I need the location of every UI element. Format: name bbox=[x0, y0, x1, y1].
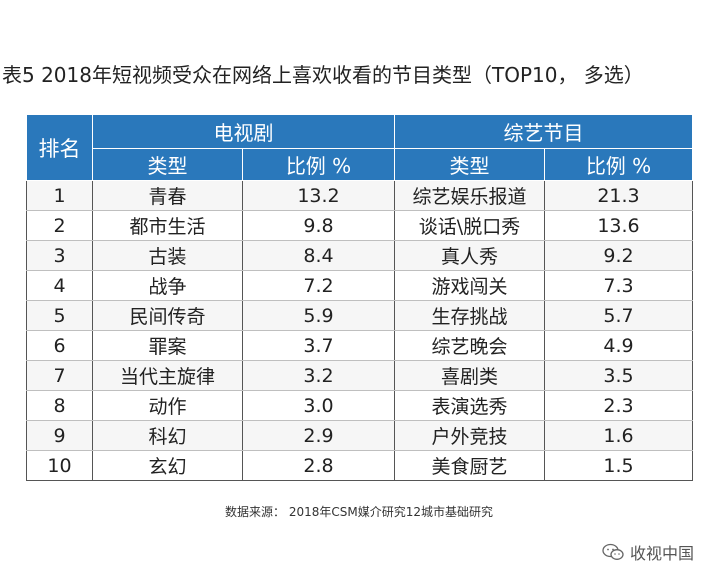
tv-pct-cell: 9.8 bbox=[242, 210, 395, 241]
tv-type-header: 类型 bbox=[92, 148, 243, 181]
watermark-text: 收视中国 bbox=[629, 544, 694, 563]
variety-type-cell: 真人秀 bbox=[394, 240, 545, 271]
variety-ratio-header: 比例 % bbox=[544, 148, 693, 181]
tv-pct-cell: 2.8 bbox=[242, 450, 395, 481]
data-source-note: 数据来源： 2018年CSM媒介研究12城市基础研究 bbox=[225, 505, 493, 519]
variety-type-cell: 谈话\脱口秀 bbox=[394, 210, 545, 241]
tv-pct-cell: 3.0 bbox=[242, 390, 395, 421]
rank-cell: 9 bbox=[26, 420, 93, 451]
ranking-table: 排名 电视剧 综艺节目 类型 比例 % 类型 比例 % 1 青春 13.2 综艺娱乐报… bbox=[26, 114, 693, 481]
variety-pct-cell: 2.3 bbox=[544, 390, 693, 421]
tv-type-cell: 战争 bbox=[92, 270, 243, 301]
table-row: 1 青春 13.2 综艺娱乐报道 21.3 bbox=[26, 180, 693, 211]
table-row: 5 民间传奇 5.9 生存挑战 5.7 bbox=[26, 300, 693, 331]
tv-ratio-header: 比例 % bbox=[242, 148, 395, 181]
rank-cell: 10 bbox=[26, 450, 93, 481]
variety-pct-cell: 1.5 bbox=[544, 450, 693, 481]
tv-type-cell: 民间传奇 bbox=[92, 300, 243, 331]
variety-pct-cell: 3.5 bbox=[544, 360, 693, 391]
variety-type-cell: 游戏闯关 bbox=[394, 270, 545, 301]
rank-cell: 6 bbox=[26, 330, 93, 361]
tv-drama-group-header: 电视剧 bbox=[92, 114, 395, 149]
variety-type-cell: 表演选秀 bbox=[394, 390, 545, 421]
variety-pct-cell: 1.6 bbox=[544, 420, 693, 451]
tv-type-cell: 古装 bbox=[92, 240, 243, 271]
variety-type-cell: 综艺晚会 bbox=[394, 330, 545, 361]
tv-pct-cell: 7.2 bbox=[242, 270, 395, 301]
variety-type-cell: 综艺娱乐报道 bbox=[394, 180, 545, 211]
table-row: 3 古装 8.4 真人秀 9.2 bbox=[26, 240, 693, 271]
tv-pct-cell: 5.9 bbox=[242, 300, 395, 331]
table-row: 9 科幻 2.9 户外竞技 1.6 bbox=[26, 420, 693, 451]
variety-type-cell: 喜剧类 bbox=[394, 360, 545, 391]
variety-pct-cell: 4.9 bbox=[544, 330, 693, 361]
variety-type-cell: 生存挑战 bbox=[394, 300, 545, 331]
table-row: 6 罪案 3.7 综艺晚会 4.9 bbox=[26, 330, 693, 361]
rank-cell: 7 bbox=[26, 360, 93, 391]
tv-pct-cell: 8.4 bbox=[242, 240, 395, 271]
variety-pct-cell: 7.3 bbox=[544, 270, 693, 301]
tv-type-cell: 都市生活 bbox=[92, 210, 243, 241]
tv-type-cell: 动作 bbox=[92, 390, 243, 421]
tv-pct-cell: 2.9 bbox=[242, 420, 395, 451]
variety-pct-cell: 5.7 bbox=[544, 300, 693, 331]
tv-pct-cell: 3.7 bbox=[242, 330, 395, 361]
variety-pct-cell: 21.3 bbox=[544, 180, 693, 211]
rank-cell: 3 bbox=[26, 240, 93, 271]
rank-cell: 8 bbox=[26, 390, 93, 421]
tv-type-cell: 当代主旋律 bbox=[92, 360, 243, 391]
rank-cell: 2 bbox=[26, 210, 93, 241]
rank-cell: 1 bbox=[26, 180, 93, 211]
tv-pct-cell: 13.2 bbox=[242, 180, 395, 211]
watermark: 收视中国 bbox=[602, 540, 694, 564]
variety-pct-cell: 9.2 bbox=[544, 240, 693, 271]
variety-pct-cell: 13.6 bbox=[544, 210, 693, 241]
variety-type-cell: 户外竞技 bbox=[394, 420, 545, 451]
rank-header: 排名 bbox=[26, 114, 93, 181]
table-title: 表5 2018年短视频受众在网络上喜欢收看的节目类型（TOP10， 多选） bbox=[2, 63, 644, 87]
rank-cell: 5 bbox=[26, 300, 93, 331]
table-row: 10 玄幻 2.8 美食厨艺 1.5 bbox=[26, 450, 693, 481]
wechat-icon bbox=[602, 543, 624, 560]
table-row: 8 动作 3.0 表演选秀 2.3 bbox=[26, 390, 693, 421]
variety-type-cell: 美食厨艺 bbox=[394, 450, 545, 481]
tv-type-cell: 青春 bbox=[92, 180, 243, 211]
rank-cell: 4 bbox=[26, 270, 93, 301]
table-row: 7 当代主旋律 3.2 喜剧类 3.5 bbox=[26, 360, 693, 391]
tv-type-cell: 玄幻 bbox=[92, 450, 243, 481]
tv-pct-cell: 3.2 bbox=[242, 360, 395, 391]
table-body: 1 青春 13.2 综艺娱乐报道 21.3 2 都市生活 9.8 谈话\脱口秀 13.6 3 古装 8.… bbox=[26, 180, 693, 481]
variety-type-header: 类型 bbox=[394, 148, 545, 181]
variety-show-group-header: 综艺节目 bbox=[394, 114, 693, 149]
tv-type-cell: 罪案 bbox=[92, 330, 243, 361]
tv-type-cell: 科幻 bbox=[92, 420, 243, 451]
table-row: 2 都市生活 9.8 谈话\脱口秀 13.6 bbox=[26, 210, 693, 241]
table-row: 4 战争 7.2 游戏闯关 7.3 bbox=[26, 270, 693, 301]
